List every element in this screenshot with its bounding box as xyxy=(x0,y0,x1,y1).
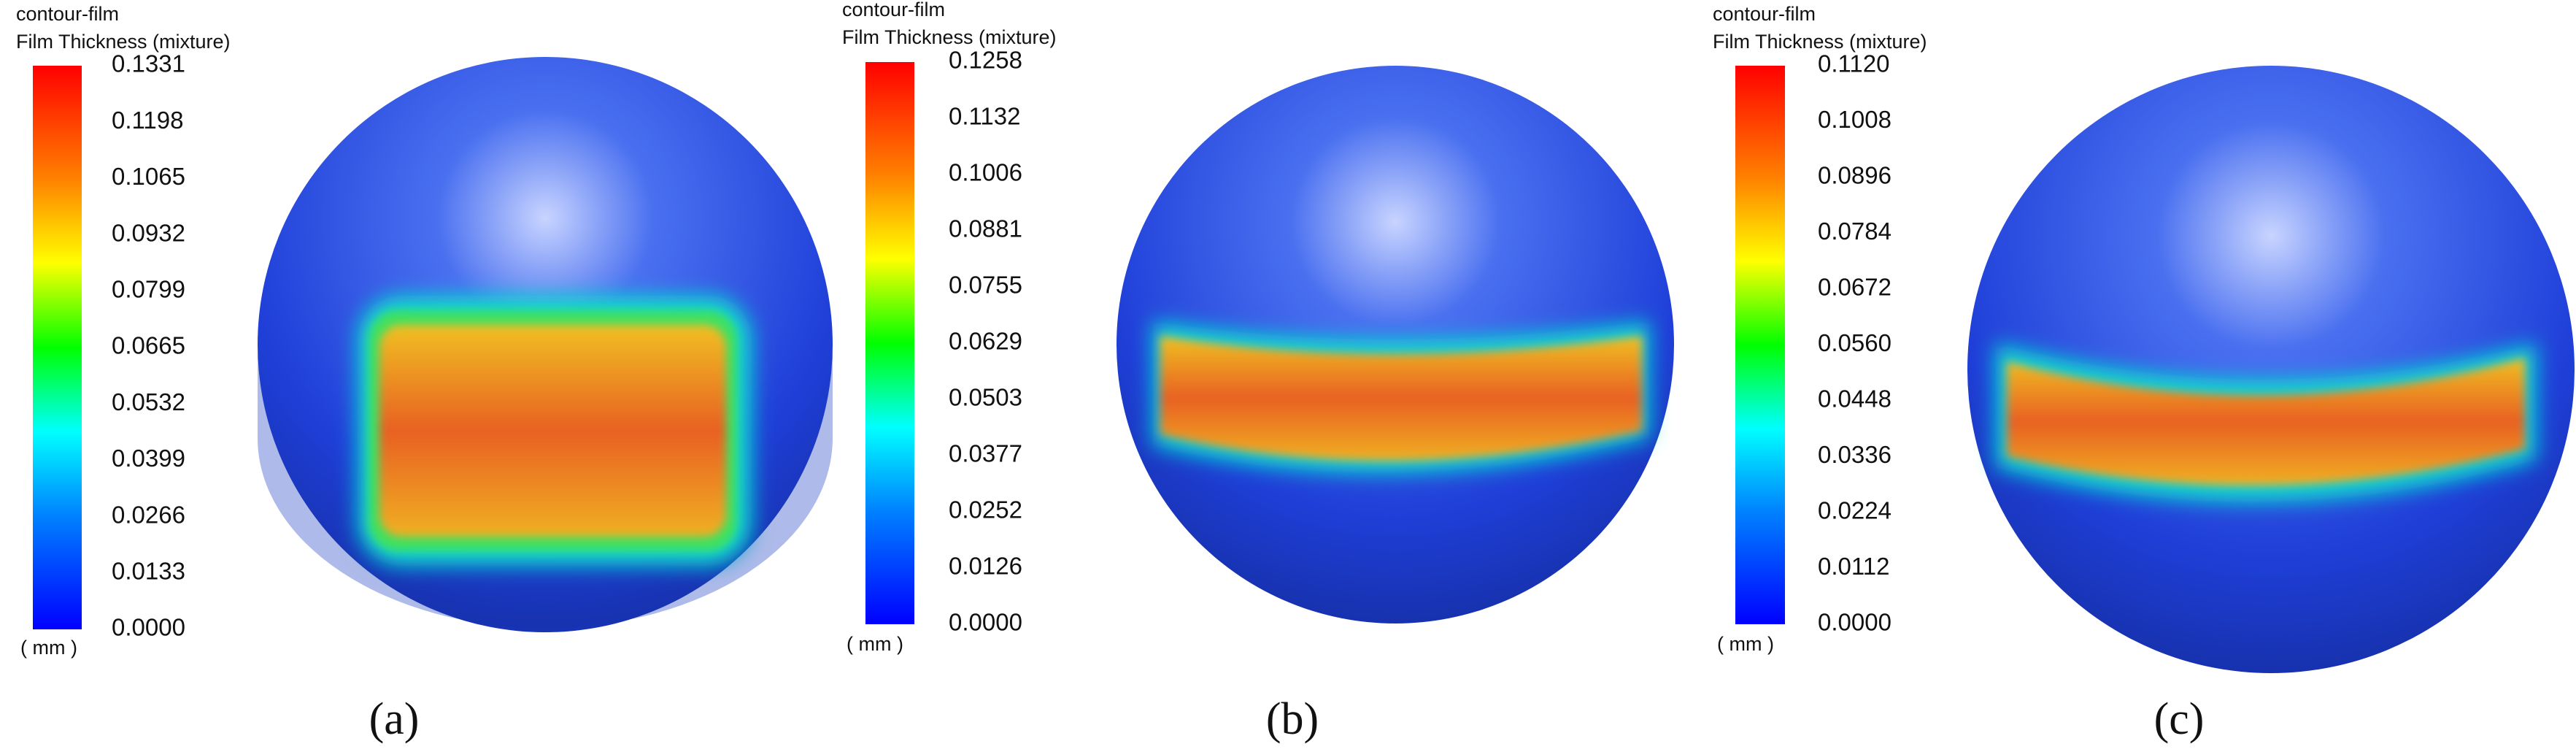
colorbar-tick-label: 0.0000 xyxy=(112,614,185,641)
sphere-a xyxy=(258,57,833,632)
colorbar-tick-label: 0.0000 xyxy=(1818,609,1891,636)
colorbar-title: Film Thickness (mixture) xyxy=(842,26,1057,48)
colorbar-tick-label: 0.1132 xyxy=(949,103,1020,130)
colorbar-tick-label: 0.0665 xyxy=(112,332,185,359)
colorbar xyxy=(33,66,82,629)
colorbar-tick-label: 0.0224 xyxy=(1818,497,1891,524)
colorbar xyxy=(1735,66,1785,624)
colorbar-tick-label: 0.0784 xyxy=(1818,218,1891,245)
colorbar-tick-label: 0.0560 xyxy=(1818,329,1891,356)
sphere-b xyxy=(1117,66,1674,624)
colorbar-title: contour-film xyxy=(1713,3,1816,25)
colorbar-tick-label: 0.0755 xyxy=(949,272,1022,299)
colorbar-tick-label: 0.0252 xyxy=(949,496,1022,523)
unit-label: ( mm ) xyxy=(1717,633,1774,655)
unit-label: ( mm ) xyxy=(20,637,77,659)
colorbar-tick-label: 0.0000 xyxy=(949,609,1022,636)
colorbar-tick-label: 0.0133 xyxy=(112,558,185,585)
colorbar-tick-label: 0.0448 xyxy=(1818,385,1891,413)
colorbar-tick-label: 0.0399 xyxy=(112,445,185,472)
colorbar-tick-label: 0.1008 xyxy=(1818,106,1891,133)
colorbar-tick-label: 0.0799 xyxy=(112,276,185,303)
colorbar-tick-label: 0.0377 xyxy=(949,440,1022,467)
colorbar-title: contour-film xyxy=(842,0,945,20)
colorbar-tick-label: 0.0629 xyxy=(949,328,1022,355)
panel-label: (c) xyxy=(2154,694,2205,744)
sphere-c xyxy=(1967,66,2575,673)
colorbar-tick-label: 0.0503 xyxy=(949,384,1022,411)
colorbar xyxy=(865,62,914,624)
colorbar-tick-label: 0.0672 xyxy=(1818,274,1891,301)
colorbar-tick-label: 0.0532 xyxy=(112,388,185,415)
colorbar-tick-label: 0.0266 xyxy=(112,501,185,528)
colorbar-tick-label: 0.1065 xyxy=(112,163,185,190)
unit-label: ( mm ) xyxy=(847,633,903,655)
colorbar-tick-label: 0.1331 xyxy=(112,50,185,77)
colorbar-title: contour-film xyxy=(16,3,119,25)
colorbar-title: Film Thickness (mixture) xyxy=(16,31,231,53)
panel-label: (b) xyxy=(1266,694,1319,744)
colorbar-tick-label: 0.1006 xyxy=(949,159,1022,186)
colorbar-tick-label: 0.0126 xyxy=(949,553,1022,580)
colorbar-tick-label: 0.1120 xyxy=(1818,50,1889,77)
colorbar-tick-label: 0.0896 xyxy=(1818,162,1891,189)
colorbar-tick-label: 0.0932 xyxy=(112,219,185,246)
panel-label: (a) xyxy=(369,694,420,744)
colorbar-tick-label: 0.1198 xyxy=(112,107,183,134)
colorbar-tick-label: 0.1258 xyxy=(949,47,1022,74)
colorbar-tick-label: 0.0881 xyxy=(949,215,1022,242)
colorbar-tick-label: 0.0112 xyxy=(1818,553,1889,580)
colorbar-title: Film Thickness (mixture) xyxy=(1713,31,1927,53)
colorbar-tick-label: 0.0336 xyxy=(1818,441,1891,468)
